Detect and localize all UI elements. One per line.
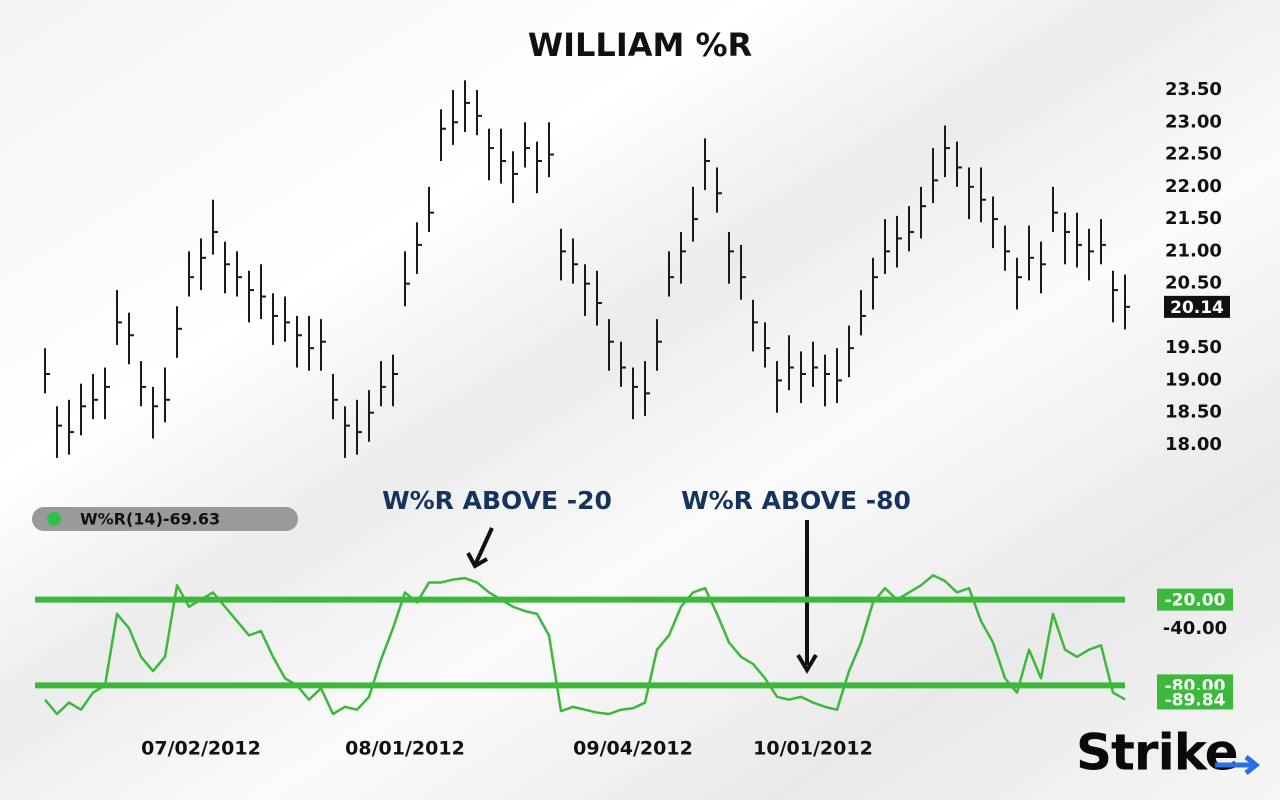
y-tick-label: 20.50 [1165, 273, 1222, 294]
y-tick-label: 22.00 [1165, 176, 1222, 197]
x-tick-label: 07/02/2012 [141, 738, 261, 760]
x-tick-label: 10/01/2012 [753, 738, 873, 760]
last-value-label: -89.84 [1165, 690, 1226, 710]
y-tick-label: 23.50 [1165, 79, 1222, 100]
y-tick-badge [1157, 588, 1233, 611]
chart-title: WILLIAM %R [528, 26, 752, 64]
logo-accent [1215, 755, 1261, 775]
y-tick-label: 19.50 [1165, 337, 1222, 358]
y-tick-label: 22.50 [1165, 144, 1222, 165]
y-tick-label: 19.00 [1165, 369, 1222, 390]
annotation: W%R ABOVE -80 [681, 486, 911, 515]
y-tick-label: -20.00 [1165, 591, 1226, 611]
y-tick-label: 21.00 [1165, 240, 1222, 261]
last-value-badge [1157, 689, 1233, 710]
y-tick-label: 23.00 [1165, 111, 1222, 132]
logo: Strike [1076, 724, 1238, 782]
x-tick-label: 09/04/2012 [573, 738, 693, 760]
wr-line [44, 574, 1126, 716]
annotation-arrow [796, 520, 818, 674]
y-tick-label: 18.50 [1165, 402, 1222, 423]
x-tick-label: 08/01/2012 [345, 738, 465, 760]
last-value-label: 20.14 [1170, 298, 1224, 318]
annotation: W%R ABOVE -20 [382, 486, 612, 515]
y-tick-label: -40.00 [1163, 618, 1227, 639]
y-tick-label: 18.00 [1165, 434, 1222, 455]
legend-label: W%R(14)-69.63 [80, 510, 220, 529]
annotation-arrow [466, 527, 494, 569]
last-value-badge [1164, 295, 1230, 318]
legend-dot [47, 512, 61, 526]
y-tick-label: 21.50 [1165, 208, 1222, 229]
legend-pill [32, 507, 298, 531]
